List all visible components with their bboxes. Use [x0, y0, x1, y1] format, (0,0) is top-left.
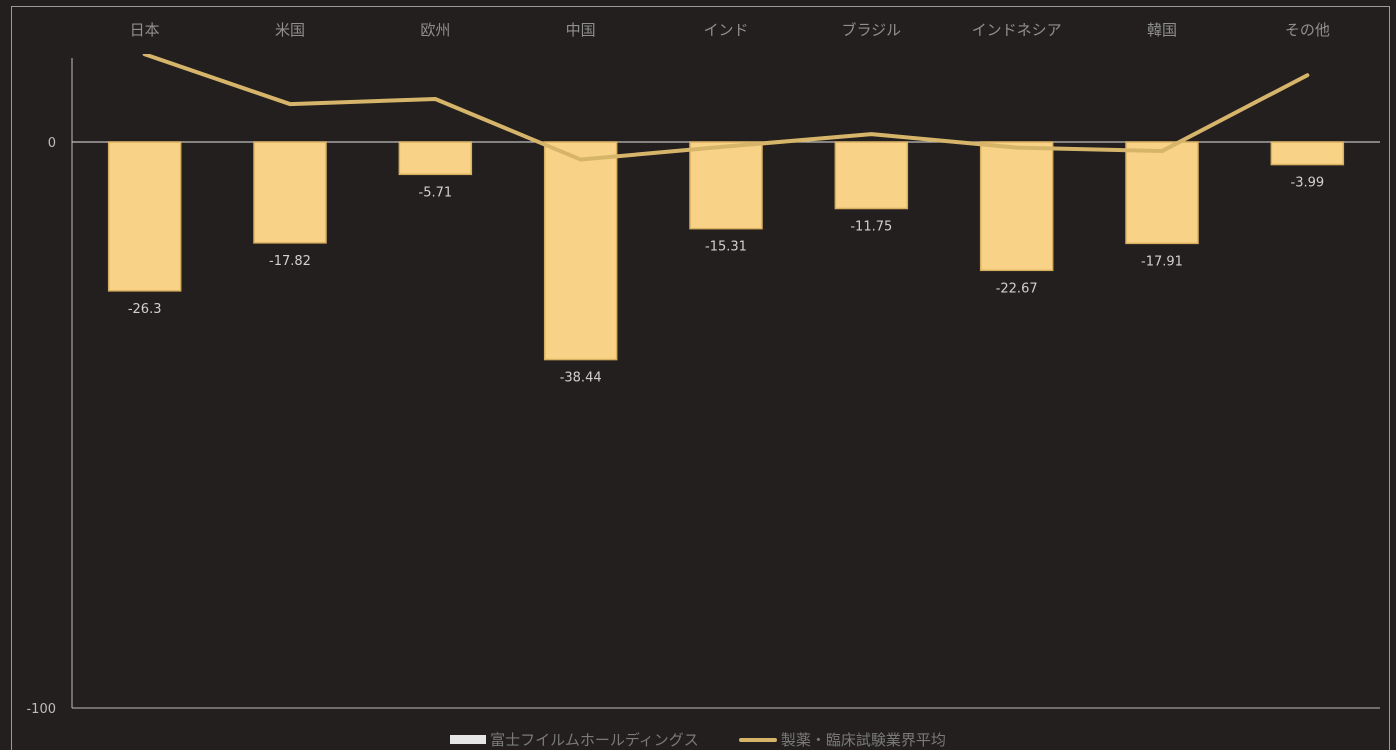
bar-value-label: -26.3: [128, 302, 162, 317]
industry-average-line: [142, 54, 1310, 162]
bar-value-label: -15.31: [705, 240, 747, 255]
bar: [1125, 141, 1199, 245]
bar-value-label: -22.67: [996, 281, 1038, 296]
legend-item-bar: 富士フイルムホールディングス: [450, 729, 699, 750]
legend-label-line: 製薬・臨床試験業界平均: [780, 731, 946, 749]
bar: [1270, 141, 1345, 166]
bar-value-label: -17.82: [269, 254, 311, 269]
outer-frame: [11, 6, 1390, 750]
legend-label-bar: 富士フイルムホールディングス: [490, 731, 699, 749]
bar-series: [107, 141, 1345, 361]
legend-line-swatch: [738, 737, 777, 742]
bar-value-label: -38.44: [560, 371, 602, 386]
data-labels: -26.3 -17.82 -5.71 -38.44 -15.31 -11.75 -22.67…: [128, 176, 1324, 386]
bar: [253, 141, 327, 244]
bar: [543, 141, 618, 361]
legend: 富士フイルムホールディングス 製薬・臨床試験業界平均: [0, 729, 1396, 750]
category-label: 日本: [130, 21, 160, 39]
bar: [979, 141, 1054, 272]
bar: [689, 141, 763, 230]
bar-value-label: -11.75: [850, 220, 892, 235]
bar-value-label: -5.71: [419, 185, 453, 200]
category-label: インドネシア: [972, 21, 1062, 39]
category-label: インド: [703, 21, 748, 39]
line-series: [142, 54, 1310, 162]
bar: [834, 141, 909, 210]
bar-value-label: -17.91: [1141, 254, 1183, 269]
chart-frame: [11, 6, 1390, 750]
legend-item-line: 製薬・臨床試験業界平均: [738, 729, 946, 750]
bar: [398, 141, 473, 176]
legend-bar-swatch: [450, 735, 487, 744]
category-label: その他: [1285, 21, 1330, 39]
y-tick-label: 0: [48, 136, 56, 151]
bar: [107, 141, 182, 292]
category-label: 欧州: [420, 21, 450, 39]
y-tick-label: -100: [26, 702, 56, 717]
category-label: 中国: [566, 21, 596, 39]
bar-value-label: -3.99: [1291, 176, 1325, 191]
category-label: 米国: [275, 21, 305, 39]
category-axis: 日本 米国 欧州 中国 インド ブラジル インドネシア 韓国 その他: [130, 21, 1330, 39]
category-label: ブラジル: [841, 21, 901, 39]
category-label: 韓国: [1147, 21, 1177, 39]
